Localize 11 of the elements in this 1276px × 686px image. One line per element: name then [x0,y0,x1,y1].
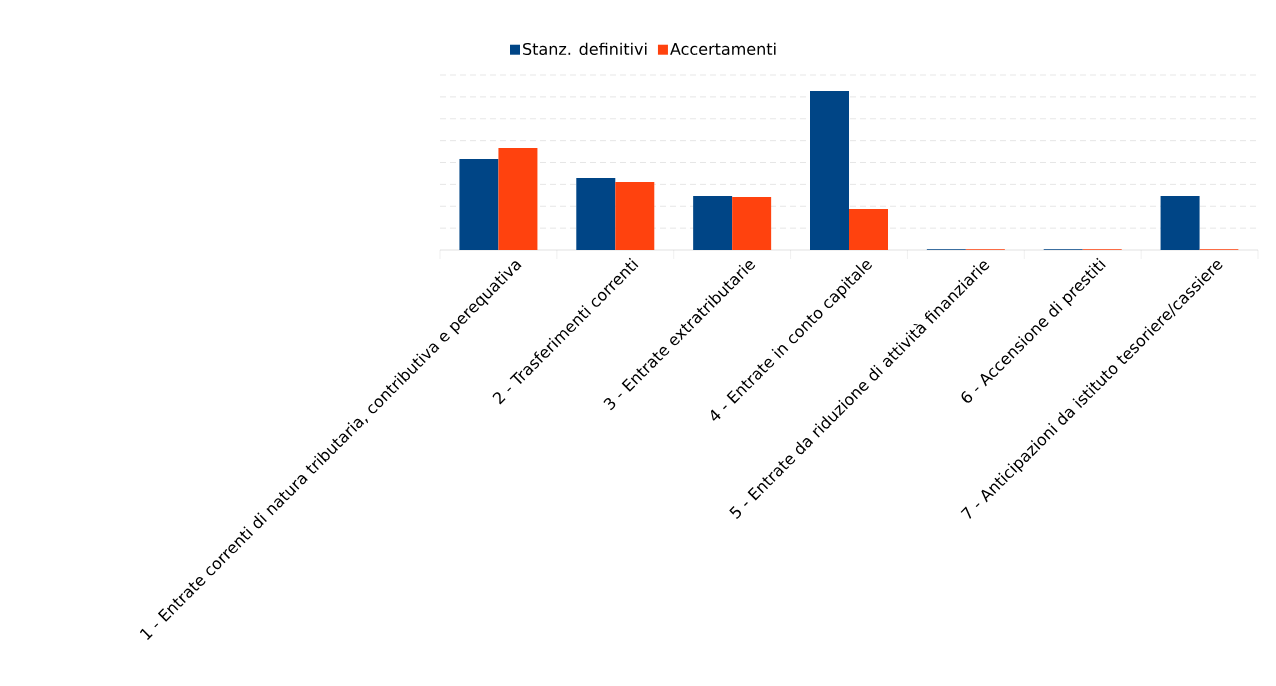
bar [732,197,772,251]
bar [459,159,499,251]
bar [810,91,849,251]
bar [1160,195,1200,251]
bar [849,208,889,251]
legend-label: Stanz. definitivi [523,42,647,55]
bar [576,177,616,251]
bar [498,147,538,251]
bar [615,181,655,251]
legend-label: Accertamenti [670,42,776,55]
bar [693,195,733,251]
